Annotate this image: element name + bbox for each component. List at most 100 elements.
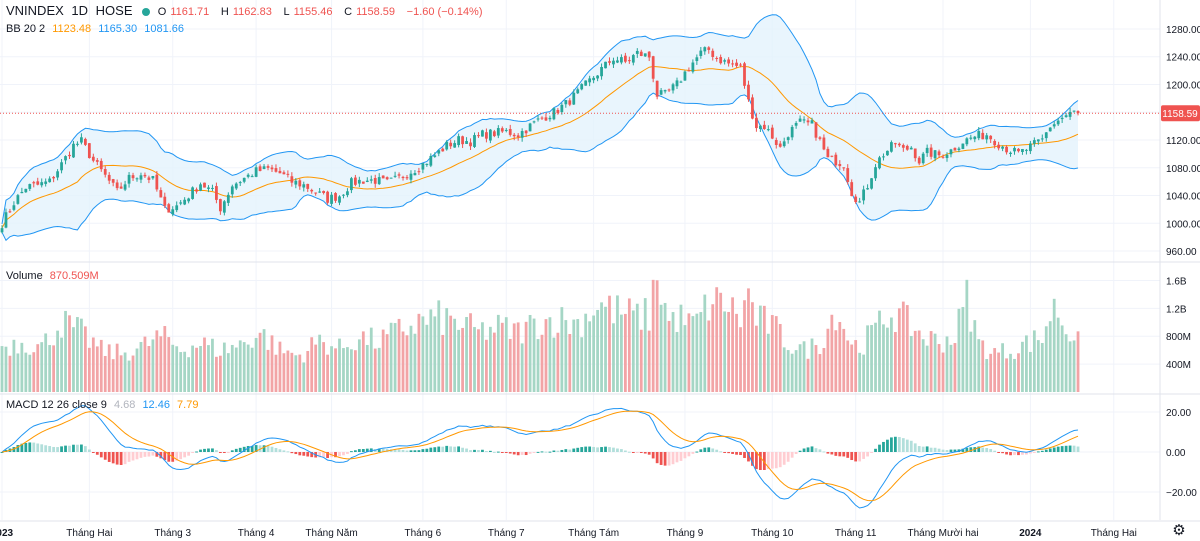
candle-body — [294, 180, 298, 185]
macd-histogram-bar — [461, 447, 464, 452]
volume-bar — [28, 354, 32, 392]
volume-bar — [123, 352, 127, 392]
volume-bar — [882, 324, 885, 392]
volume-bar — [1005, 358, 1008, 392]
macd-histogram-bar — [1064, 445, 1068, 452]
volume-bar — [195, 347, 198, 392]
macd-histogram-bar — [1021, 452, 1024, 455]
volume-bar — [516, 322, 520, 392]
macd-histogram-bar — [508, 452, 512, 454]
candle-body — [238, 182, 242, 184]
volume-bar — [139, 341, 143, 392]
volume-bar — [393, 323, 397, 392]
macd-histogram-bar — [199, 449, 202, 452]
candle-body — [560, 104, 564, 113]
candle-body — [80, 137, 83, 143]
volume-bar — [862, 354, 866, 392]
macd-histogram-bar — [616, 448, 619, 452]
volume-bar — [743, 300, 746, 392]
macd-histogram-bar — [766, 452, 770, 469]
volume-bar — [64, 310, 67, 392]
candle-body — [123, 184, 127, 190]
candle-body — [211, 187, 214, 189]
macd-histogram-bar — [739, 452, 742, 455]
macd-histogram-bar — [814, 448, 818, 452]
macd-histogram-bar — [1036, 451, 1040, 453]
volume-bar — [659, 304, 663, 392]
macd-histogram-bar — [651, 452, 655, 459]
macd-histogram-bar — [695, 451, 699, 453]
candle-body — [897, 143, 901, 146]
candle-body — [564, 100, 568, 105]
macd-histogram-bar — [778, 452, 782, 468]
volume-bar — [977, 339, 981, 392]
volume-tick-label: 1.2B — [1166, 304, 1187, 315]
macd-histogram-bar — [107, 452, 111, 462]
volume-bar — [596, 309, 599, 392]
candle-body — [1060, 117, 1064, 120]
candle-body — [723, 60, 727, 62]
candlesticks[interactable] — [0, 46, 1160, 234]
bb-lower-line — [1, 92, 1079, 242]
macd-histogram-bar — [786, 452, 790, 462]
candle-body — [278, 170, 282, 174]
macd-histogram-bar — [762, 452, 766, 470]
volume-bar — [933, 333, 937, 392]
volume-legend[interactable]: Volume 870.509M — [6, 269, 103, 283]
volume-bar — [254, 337, 258, 392]
macd-histogram-bar — [572, 448, 576, 452]
volume-bar — [4, 346, 8, 392]
volume-bar — [1021, 341, 1024, 392]
candle-body — [20, 191, 24, 194]
volume-bar — [421, 316, 425, 392]
macd-histogram-bar — [715, 449, 719, 452]
candle-body — [377, 177, 381, 185]
volume-bar — [961, 307, 965, 392]
volume-bar — [80, 318, 83, 392]
candle-body — [572, 92, 576, 105]
volume-bar — [107, 344, 111, 392]
volume-bar — [616, 295, 619, 392]
candle-body — [36, 181, 40, 185]
volume-bar — [44, 333, 48, 392]
candle-body — [556, 109, 560, 114]
volume-bar — [600, 302, 603, 392]
volume-bar — [778, 323, 782, 392]
macd-histogram-bar — [977, 446, 981, 452]
candle-body — [905, 145, 909, 150]
bb-basis-value: 1123.48 — [52, 23, 92, 35]
volume-bar — [290, 352, 294, 392]
macd-histogram-bar — [437, 446, 441, 452]
macd-histogram-bar — [155, 452, 159, 457]
candle-body — [850, 182, 854, 197]
gear-icon[interactable]: ⚙ — [1172, 522, 1186, 539]
macd-histogram-bar — [338, 452, 341, 457]
volume-bar — [572, 319, 576, 392]
candle-body — [1009, 152, 1012, 154]
volume-bar — [278, 341, 282, 392]
bb-upper-line — [1, 14, 1079, 225]
volume-bar — [1068, 341, 1072, 392]
candle-body — [1040, 138, 1044, 140]
macd-legend[interactable]: MACD 12 26 close 9 4.68 12.46 7.79 — [6, 398, 202, 412]
macd-histogram-bar — [822, 451, 826, 453]
volume-bar — [548, 317, 552, 392]
macd-histogram-bar — [1032, 452, 1036, 453]
candle-body — [1001, 146, 1004, 149]
candle-body — [1068, 111, 1072, 117]
macd-histogram-bar — [195, 451, 198, 453]
macd-histogram-bar — [941, 449, 945, 452]
candle-body — [731, 63, 734, 65]
candle-body — [330, 194, 333, 204]
candle-body — [735, 62, 738, 66]
candle-body — [870, 178, 873, 189]
macd-histogram-bar — [425, 448, 429, 452]
macd-histogram-bar — [238, 447, 242, 452]
volume-bar — [945, 336, 949, 392]
candle-body — [953, 147, 957, 151]
interval-label[interactable]: 1D — [71, 3, 89, 18]
volume-bar — [758, 305, 762, 392]
symbol-label[interactable]: VNINDEX — [6, 3, 64, 18]
bb-legend[interactable]: BB 20 2 1123.48 1165.30 1081.66 — [6, 22, 188, 36]
